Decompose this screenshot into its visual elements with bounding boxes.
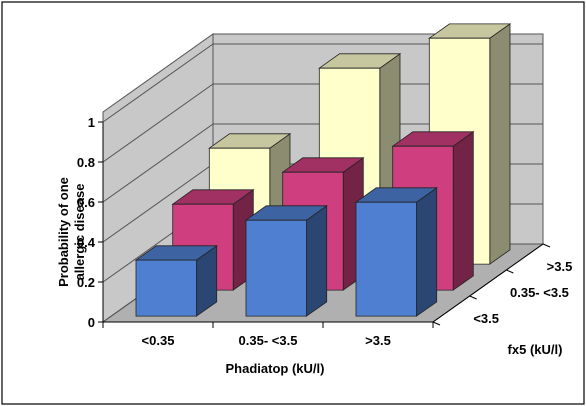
bar-side	[416, 187, 438, 317]
bar-side	[306, 205, 328, 317]
y-tick-label: 0.6	[77, 195, 95, 210]
depth-tick-mark	[432, 321, 441, 326]
depth-tick-mark	[469, 295, 477, 300]
depth-tick-mark	[542, 243, 551, 248]
y-axis-label-line2: allergic disease	[72, 184, 87, 281]
y-axis-label-line1: Probability of one	[56, 177, 71, 287]
depth-tick-label: 0.35- <3.5	[510, 285, 569, 300]
x-axis-label: Phadiatop (kU/l)	[226, 361, 325, 376]
bar	[134, 245, 218, 317]
bar-front	[245, 219, 307, 317]
depth-axis-label: fx5 (kU/l)	[508, 342, 563, 357]
bar-side	[489, 23, 511, 265]
x-tick-label: >3.5	[365, 333, 391, 348]
depth-tick-mark	[506, 269, 514, 274]
x-tick-label: 0.35- <3.5	[239, 333, 298, 348]
y-tick-label: 1	[88, 115, 95, 130]
axes: 0 0.2 0.4 0.6 0.8 1 <0.35 0.35- <3.5 >3.5 <3.5 0.3…	[77, 115, 572, 348]
bars	[134, 23, 512, 317]
y-tick-label: 0	[88, 315, 95, 330]
bar-side	[452, 131, 474, 291]
depth-tick-label: <3.5	[473, 311, 499, 326]
depth-tick-label: >3.5	[547, 259, 573, 274]
y-tick-label: 0.4	[77, 235, 96, 250]
depth-axis-line	[432, 243, 544, 323]
bar	[354, 187, 438, 317]
y-tick-label: 0.2	[77, 275, 95, 290]
bar-front	[355, 201, 417, 317]
x-tick-label: <0.35	[142, 333, 175, 348]
bar	[244, 205, 328, 317]
bar-front	[135, 259, 197, 317]
y-tick-label: 0.8	[77, 155, 95, 170]
